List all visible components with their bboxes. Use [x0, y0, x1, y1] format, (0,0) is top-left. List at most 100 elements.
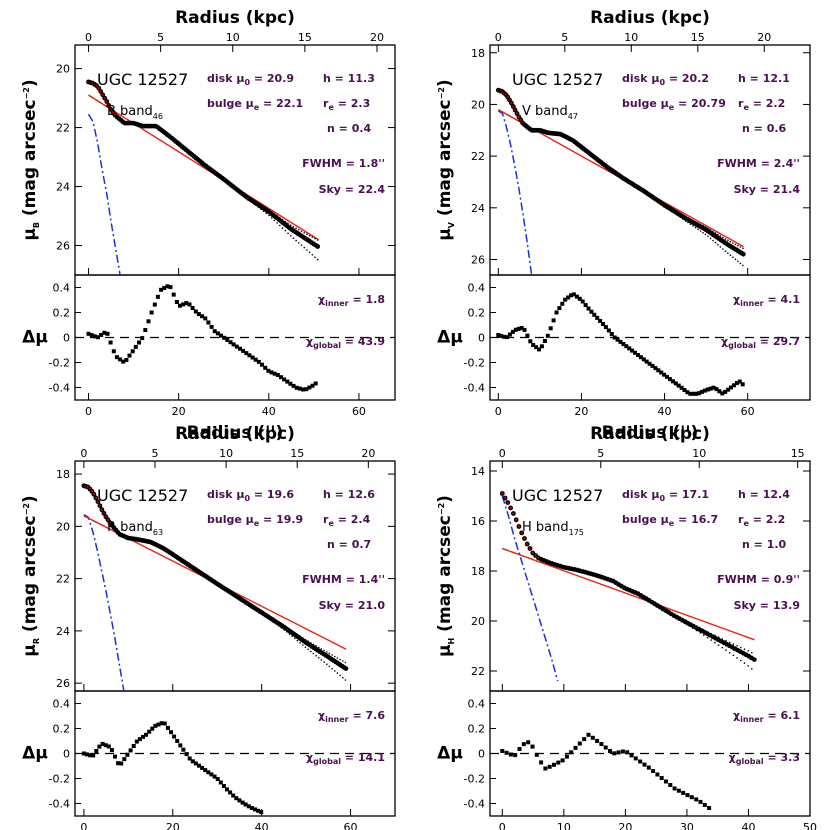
- inner-fit-point: [106, 518, 109, 521]
- chi-global-text: χ: [721, 335, 728, 348]
- residual-point: [595, 315, 600, 320]
- residual-point: [517, 747, 522, 751]
- residual-point: [534, 345, 539, 350]
- lower-envelope-point: [632, 183, 634, 186]
- residual-point: [114, 355, 119, 360]
- bulge-mue-value: 19.9: [276, 513, 303, 526]
- chi-global-eq: =: [341, 335, 358, 348]
- lower-envelope-point: [640, 594, 642, 597]
- y-axis-label-close: ): [435, 495, 455, 503]
- kpc-tick-label: 15: [298, 31, 312, 44]
- upper-envelope-point: [729, 240, 732, 243]
- lower-envelope-point: [291, 635, 293, 637]
- chi-global-value: 29.7: [773, 335, 800, 348]
- bulge-mue-eq: =: [259, 513, 276, 526]
- residual-point: [726, 387, 731, 392]
- residual-point: [184, 752, 189, 757]
- residual-point: [560, 301, 565, 306]
- fwhm-unit: '': [793, 573, 800, 586]
- residual-point: [244, 351, 249, 356]
- lower-envelope-point: [300, 244, 303, 246]
- lower-envelope-point: [252, 202, 254, 204]
- upper-envelope-point: [308, 234, 311, 237]
- residual-point: [729, 385, 733, 390]
- upper-envelope-point: [264, 613, 267, 616]
- sersic-n-label: n = 0.4: [327, 122, 372, 135]
- lower-envelope-point: [344, 679, 347, 681]
- residual-point: [149, 310, 154, 315]
- lower-envelope-point: [652, 197, 654, 199]
- residual-tick-label: 0.2: [468, 723, 486, 736]
- residual-point: [256, 359, 261, 364]
- residual-point: [694, 391, 699, 396]
- residual-point: [187, 302, 192, 307]
- residual-point: [221, 784, 226, 788]
- lower-envelope-point: [669, 209, 672, 212]
- upper-envelope-point: [682, 214, 684, 217]
- lower-envelope-point: [264, 615, 267, 617]
- fwhm-label: FWHM = 2.4'': [717, 157, 800, 170]
- upper-envelope-point: [288, 628, 291, 631]
- top-axis-label: Radius (kpc): [175, 424, 295, 444]
- upper-envelope-point: [662, 203, 664, 205]
- inner-fit-point: [100, 508, 103, 511]
- sersic-n-label: n = 0.6: [742, 122, 787, 135]
- chi-inner-value: 6.1: [781, 709, 801, 722]
- residual-tick-label: 0.4: [53, 282, 71, 295]
- upper-envelope-point: [674, 210, 677, 212]
- lower-envelope-point: [256, 609, 259, 612]
- band-label: V band47: [522, 104, 578, 121]
- sersic-n-value: 0.6: [767, 122, 787, 135]
- chi-inner-text: χ: [318, 293, 325, 306]
- lower-envelope-point: [667, 207, 669, 210]
- band-label: H band175: [522, 520, 584, 537]
- residual-point: [504, 750, 509, 755]
- bulge-re-label: re = 2.3: [323, 97, 370, 112]
- bulge-mue-label: bulge μe = 16.7: [622, 513, 718, 528]
- residual-point: [508, 752, 513, 757]
- residual-point: [667, 377, 672, 382]
- upper-envelope-point: [334, 655, 336, 658]
- upper-envelope-point: [344, 661, 347, 664]
- residual-point: [128, 748, 133, 753]
- x-tick-label: 0: [85, 405, 92, 418]
- lower-envelope-point: [238, 191, 241, 193]
- bulge-re-label: re = 2.2: [738, 513, 785, 528]
- lower-envelope-point: [315, 654, 317, 657]
- residual-point: [288, 381, 293, 386]
- residual-point: [609, 332, 614, 336]
- residual-point: [297, 386, 302, 391]
- lower-envelope-point: [651, 601, 653, 604]
- residual-point: [664, 779, 668, 784]
- lower-envelope-point: [647, 193, 649, 195]
- lower-envelope-point: [679, 216, 682, 219]
- residual-point: [630, 348, 635, 353]
- lower-envelope-point: [257, 206, 260, 208]
- upper-envelope-point: [256, 608, 259, 611]
- residual-point: [740, 382, 745, 387]
- lower-envelope-point: [286, 631, 288, 633]
- y-axis-label-close: ): [20, 495, 40, 503]
- bulge-re-eq: =: [749, 513, 766, 526]
- upper-envelope-point: [667, 206, 669, 208]
- x-tick-label: 60: [352, 405, 366, 418]
- residual-point: [574, 294, 579, 299]
- inner-fit-point: [528, 547, 532, 550]
- residual-point: [100, 741, 105, 746]
- x-tick-label: 20: [574, 405, 588, 418]
- bulge-model-line: [83, 513, 125, 692]
- band-label-main: V band: [522, 104, 568, 119]
- chi-global-value: 43.9: [358, 335, 385, 348]
- residual-tick-label: 0: [63, 748, 70, 761]
- residual-point: [169, 730, 173, 735]
- inner-fit-point: [99, 90, 102, 93]
- residual-point: [641, 357, 646, 362]
- residual-point: [672, 786, 677, 791]
- inner-fit-point: [519, 118, 522, 121]
- residual-point: [150, 726, 155, 731]
- residual-point: [665, 374, 669, 379]
- residual-point: [513, 753, 518, 758]
- lower-envelope-point: [298, 242, 300, 244]
- residual-point: [635, 353, 640, 357]
- bulge-mue-label: bulge μe = 20.79: [622, 97, 726, 112]
